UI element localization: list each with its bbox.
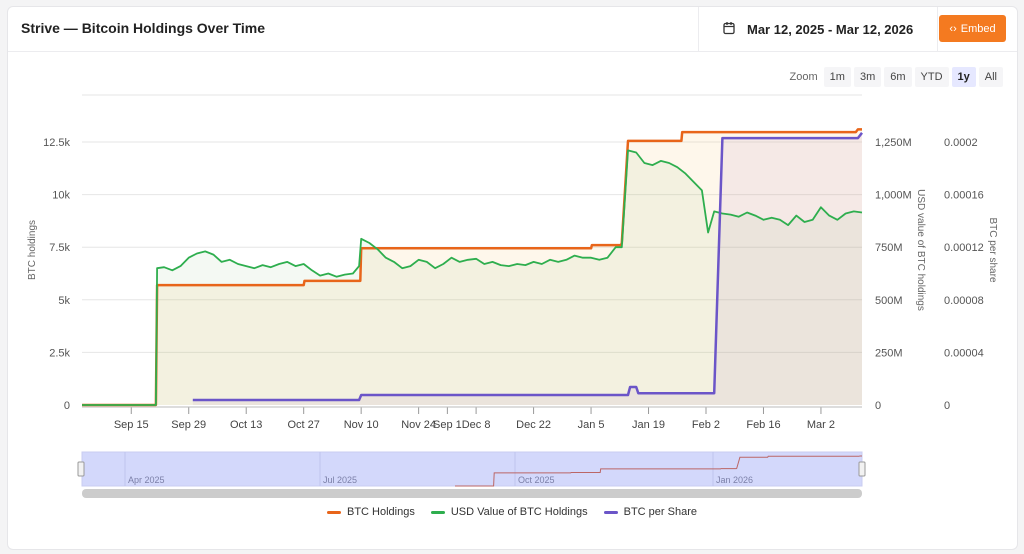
code-icon: ‹› [949,22,957,35]
legend-item-btc-per-share[interactable]: BTC per Share [603,506,697,518]
zoom-label: Zoom [789,71,818,83]
zoom-1y[interactable]: 1y [951,67,976,87]
page-title: Strive — Bitcoin Holdings Over Time [21,20,266,36]
legend-label: BTC per Share [623,506,697,518]
embed-label: Embed [960,22,996,35]
y-right-usd-tick-label: 0 [875,400,881,412]
legend-item-usd-value[interactable]: USD Value of BTC Holdings [430,506,588,518]
date-range-picker[interactable]: Mar 12, 2025 - Mar 12, 2026 [698,7,938,52]
y-left-tick-label: 7.5k [49,242,70,254]
zoom-ytd[interactable]: YTD [914,67,949,87]
x-tick-label: Dec 8 [462,419,491,431]
zoom-3m[interactable]: 3m [853,67,882,87]
y-left-tick-label: 10k [52,190,70,202]
x-tick-label: Feb 16 [746,419,780,431]
series-line-btc-holdings [82,128,862,407]
navigator-scrollbar[interactable] [82,489,862,498]
series-area-2 [192,132,863,406]
y-right-usd-tick-label: 250M [875,347,903,359]
legend-item-btc-holdings[interactable]: BTC Holdings [327,506,415,518]
zoom-selector: Zoom 1m 3m 6m YTD 1y All [790,67,1003,87]
zoom-all[interactable]: All [978,67,1003,87]
zoom-1m[interactable]: 1m [823,67,851,87]
y-right-usd-tick-label: 750M [875,242,903,254]
navigator-label: Apr 2025 [128,475,165,485]
y-right-usd-tick-label: 500M [875,295,903,307]
y-left-axis-title: BTC holdings [27,220,38,280]
calendar-icon [723,21,735,38]
y-right-share-tick-label: 0.00008 [944,295,984,307]
y-right-usd-tick-label: 1,250M [875,137,912,149]
y-right-share-tick-label: 0.00016 [944,190,984,202]
legend: BTC Holdings USD Value of BTC Holdings B… [0,506,1024,518]
y-left-tick-label: 0 [64,400,70,412]
y-right-share-axis-title: BTC per share [987,217,998,282]
x-tick-label: Sep 15 [114,419,149,431]
x-tick-label: Nov 24 [401,419,436,431]
navigator-series [455,455,862,487]
x-tick-label: Sep 29 [171,419,206,431]
y-left-tick-label: 5k [58,295,70,307]
navigator-label: Oct 2025 [518,475,555,485]
x-tick-label: Mar 2 [807,419,835,431]
zoom-6m[interactable]: 6m [884,67,912,87]
navigator-handle-right[interactable] [858,461,866,477]
x-tick-label: Jan 5 [578,419,605,431]
series-line-usd-value-of-btc-holdings [82,149,863,406]
y-right-usd-tick-label: 1,000M [875,190,912,202]
y-right-share-tick-label: 0.0002 [944,137,978,149]
header: Strive — Bitcoin Holdings Over Time Mar … [8,7,1017,52]
series-line-btc-per-share [192,132,863,402]
embed-button[interactable]: ‹› Embed [939,15,1006,42]
y-left-tick-label: 12.5k [43,137,70,149]
series-area-1 [82,150,862,405]
navigator-label: Jul 2025 [323,475,357,485]
navigator-label: Jan 2026 [716,475,753,485]
x-tick-label: Oct 27 [287,419,319,431]
x-tick-label: Feb 2 [692,419,720,431]
y-left-tick-label: 2.5k [49,347,70,359]
x-tick-label: Nov 10 [344,419,379,431]
x-tick-label: Dec 22 [516,419,551,431]
y-right-usd-axis-title: USD value of BTC holdings [915,189,926,311]
series-area-0 [82,129,862,405]
legend-label: BTC Holdings [347,506,415,518]
date-range-text: Mar 12, 2025 - Mar 12, 2026 [747,22,914,37]
x-tick-label: Oct 13 [230,419,262,431]
y-right-share-tick-label: 0.00004 [944,347,984,359]
navigator-handle-left[interactable] [77,461,85,477]
legend-label: USD Value of BTC Holdings [450,506,588,518]
x-tick-label: Sep 1 [433,419,462,431]
x-tick-label: Jan 19 [632,419,665,431]
y-right-share-tick-label: 0 [944,400,950,412]
y-right-share-tick-label: 0.00012 [944,242,984,254]
